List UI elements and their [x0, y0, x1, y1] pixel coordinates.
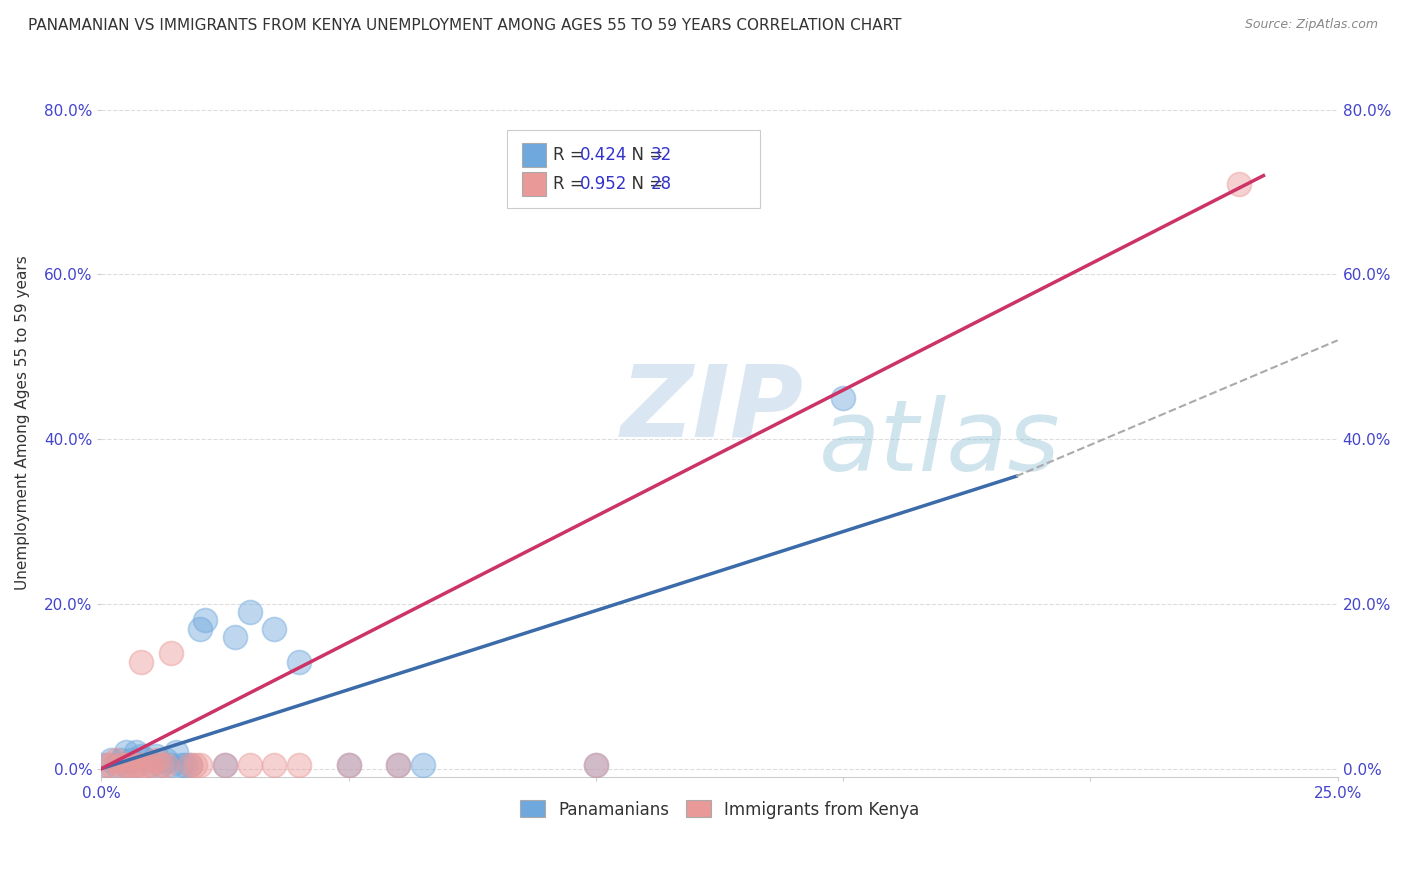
Point — [149, 757, 172, 772]
Point — [174, 757, 197, 772]
Text: R =: R = — [553, 145, 589, 164]
Point — [387, 757, 409, 772]
Text: 0.952: 0.952 — [581, 176, 627, 194]
Point — [125, 745, 148, 759]
Point — [387, 757, 409, 772]
Point — [149, 757, 172, 772]
Point — [155, 753, 177, 767]
Point — [115, 745, 138, 759]
Point — [239, 757, 262, 772]
Point — [129, 655, 152, 669]
Point — [224, 630, 246, 644]
Point — [159, 646, 181, 660]
Point — [115, 757, 138, 772]
Point — [1227, 177, 1250, 191]
Point — [179, 757, 201, 772]
Point — [169, 757, 191, 772]
Point — [263, 622, 285, 636]
Point — [96, 757, 118, 772]
Text: PANAMANIAN VS IMMIGRANTS FROM KENYA UNEMPLOYMENT AMONG AGES 55 TO 59 YEARS CORRE: PANAMANIAN VS IMMIGRANTS FROM KENYA UNEM… — [28, 18, 901, 33]
Point — [214, 757, 236, 772]
Text: R =: R = — [553, 176, 589, 194]
Point — [179, 757, 201, 772]
Point — [139, 757, 162, 772]
Point — [135, 753, 157, 767]
Point — [105, 753, 128, 767]
Point — [288, 655, 311, 669]
Point — [139, 757, 162, 772]
Point — [96, 757, 118, 772]
Point — [159, 757, 181, 772]
Point — [145, 749, 167, 764]
Point — [337, 757, 360, 772]
Text: atlas: atlas — [818, 395, 1060, 492]
Text: Source: ZipAtlas.com: Source: ZipAtlas.com — [1244, 18, 1378, 31]
Point — [155, 757, 177, 772]
Point — [125, 757, 148, 772]
Point — [239, 605, 262, 619]
Point — [100, 757, 122, 772]
Point — [288, 757, 311, 772]
Point — [188, 622, 211, 636]
Point — [585, 757, 607, 772]
Point — [263, 757, 285, 772]
Point — [832, 391, 855, 405]
Legend: Panamanians, Immigrants from Kenya: Panamanians, Immigrants from Kenya — [513, 794, 927, 825]
Point — [194, 613, 217, 627]
Point — [129, 749, 152, 764]
Point — [412, 757, 434, 772]
Point — [110, 757, 132, 772]
Text: N =: N = — [621, 145, 669, 164]
Point — [129, 757, 152, 772]
Point — [184, 757, 207, 772]
Text: ZIP: ZIP — [620, 360, 804, 457]
Point — [125, 757, 148, 772]
Point — [165, 745, 187, 759]
Point — [100, 753, 122, 767]
Text: 0.424: 0.424 — [581, 145, 627, 164]
Text: 28: 28 — [651, 176, 672, 194]
Point — [115, 757, 138, 772]
Point — [188, 757, 211, 772]
Point — [110, 753, 132, 767]
Y-axis label: Unemployment Among Ages 55 to 59 years: Unemployment Among Ages 55 to 59 years — [15, 255, 30, 591]
Point — [585, 757, 607, 772]
Text: N =: N = — [621, 176, 669, 194]
Point — [105, 757, 128, 772]
Point — [120, 753, 142, 767]
Point — [135, 757, 157, 772]
Text: 32: 32 — [651, 145, 672, 164]
Point — [145, 753, 167, 767]
Point — [214, 757, 236, 772]
Point — [337, 757, 360, 772]
Point — [120, 757, 142, 772]
